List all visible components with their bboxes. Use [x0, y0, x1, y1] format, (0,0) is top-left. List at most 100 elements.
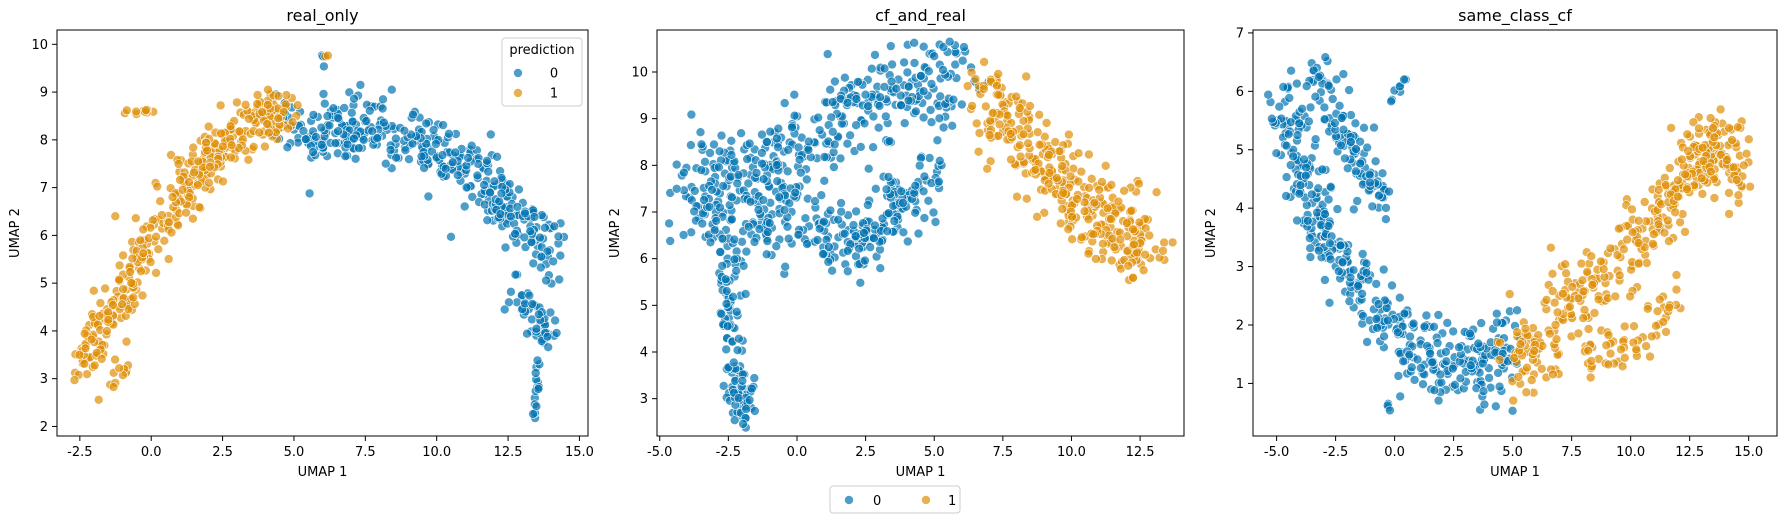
data-point-class-0 — [1362, 142, 1372, 153]
data-point-class-0 — [801, 174, 812, 185]
data-point-class-1 — [1495, 337, 1505, 348]
data-point-class-0 — [1285, 160, 1296, 170]
data-point-class-1 — [118, 284, 128, 295]
data-point-class-0 — [758, 174, 769, 184]
data-point-class-0 — [881, 184, 892, 195]
data-point-class-0 — [709, 225, 720, 236]
data-point-class-0 — [1419, 321, 1430, 332]
data-point-class-0 — [845, 130, 855, 141]
data-point-class-0 — [699, 195, 709, 205]
data-point-class-1 — [1119, 186, 1129, 196]
data-point-class-1 — [1521, 387, 1532, 398]
data-point-class-0 — [1385, 405, 1395, 416]
data-point-class-0 — [882, 226, 893, 236]
data-point-class-0 — [913, 228, 924, 239]
data-point-class-0 — [530, 368, 541, 378]
data-point-class-0 — [532, 355, 543, 366]
data-point-class-0 — [1512, 305, 1522, 316]
data-point-class-0 — [1284, 93, 1295, 103]
legend-title: prediction — [509, 43, 574, 58]
data-point-class-1 — [1508, 395, 1518, 406]
data-point-class-1 — [159, 236, 170, 246]
data-point-class-1 — [1005, 129, 1016, 139]
data-point-class-1 — [1696, 173, 1707, 184]
data-point-class-0 — [461, 182, 472, 193]
data-point-class-1 — [1545, 328, 1555, 339]
plot-frame — [1252, 29, 1778, 437]
data-point-class-1 — [973, 146, 984, 157]
data-point-class-0 — [926, 79, 937, 89]
data-point-class-0 — [737, 375, 748, 386]
x-tick-label: 2.5 — [212, 445, 233, 460]
data-point-class-0 — [514, 184, 524, 195]
data-point-class-0 — [298, 126, 309, 136]
data-point-class-0 — [839, 228, 850, 239]
data-point-class-1 — [1661, 327, 1671, 337]
data-point-class-0 — [500, 242, 511, 253]
data-point-class-0 — [827, 97, 838, 107]
data-point-class-1 — [993, 69, 1004, 79]
data-point-class-0 — [829, 162, 839, 172]
data-point-class-0 — [1357, 288, 1367, 299]
data-point-class-0 — [553, 231, 564, 242]
data-point-class-1 — [1643, 303, 1653, 314]
data-point-class-0 — [1292, 130, 1303, 140]
data-point-class-0 — [525, 226, 536, 237]
data-point-class-0 — [899, 57, 909, 68]
data-point-class-0 — [1371, 279, 1381, 289]
data-point-class-1 — [273, 113, 284, 124]
data-point-class-1 — [1627, 204, 1637, 215]
data-point-class-0 — [421, 118, 432, 129]
data-point-class-1 — [1654, 185, 1664, 195]
data-point-class-0 — [758, 195, 769, 205]
data-point-class-0 — [718, 381, 729, 391]
data-point-class-0 — [438, 120, 448, 130]
data-point-class-1 — [152, 181, 162, 192]
data-point-class-1 — [188, 213, 198, 224]
data-point-class-1 — [1724, 188, 1734, 198]
y-tick-label: 5 — [1236, 143, 1244, 158]
data-point-class-0 — [819, 152, 830, 162]
data-point-class-0 — [914, 160, 925, 171]
figure-legend-label-0: 0 — [873, 494, 881, 509]
data-point-class-1 — [188, 142, 198, 153]
data-point-class-1 — [1589, 308, 1600, 318]
data-point-class-1 — [82, 369, 92, 380]
data-point-class-0 — [1301, 170, 1311, 181]
x-tick-label: -2.5 — [716, 445, 741, 460]
data-point-class-1 — [1671, 284, 1682, 295]
data-point-class-0 — [520, 208, 530, 219]
data-point-class-0 — [504, 297, 514, 308]
data-point-class-1 — [1741, 148, 1752, 159]
data-point-class-0 — [1327, 94, 1338, 104]
data-point-class-1 — [1677, 154, 1687, 165]
data-point-class-0 — [1441, 356, 1452, 367]
data-point-class-0 — [853, 77, 863, 87]
data-point-class-1 — [1058, 188, 1069, 198]
y-tick-label: 2 — [1236, 319, 1244, 334]
data-point-class-0 — [732, 345, 743, 356]
data-point-class-1 — [262, 119, 273, 129]
data-point-class-0 — [364, 106, 375, 116]
data-point-class-1 — [226, 140, 237, 150]
data-point-class-0 — [848, 220, 859, 230]
data-point-class-1 — [131, 106, 141, 117]
data-point-class-1 — [1084, 183, 1094, 193]
data-point-class-1 — [1522, 362, 1532, 373]
data-point-class-0 — [1349, 204, 1359, 215]
y-tick-label: 8 — [640, 159, 648, 174]
data-point-class-0 — [1323, 81, 1334, 91]
data-point-class-0 — [522, 328, 532, 339]
data-point-class-1 — [1582, 266, 1592, 277]
data-point-class-0 — [802, 239, 812, 249]
data-point-class-1 — [1002, 110, 1013, 121]
data-point-class-1 — [1043, 178, 1054, 189]
data-point-class-0 — [416, 151, 427, 162]
data-point-class-0 — [391, 152, 402, 163]
data-point-class-0 — [765, 126, 776, 137]
data-point-class-0 — [506, 286, 516, 297]
data-point-class-1 — [1551, 334, 1562, 345]
data-point-class-0 — [1395, 292, 1405, 303]
data-point-class-1 — [1167, 237, 1178, 248]
data-point-class-0 — [531, 323, 542, 334]
